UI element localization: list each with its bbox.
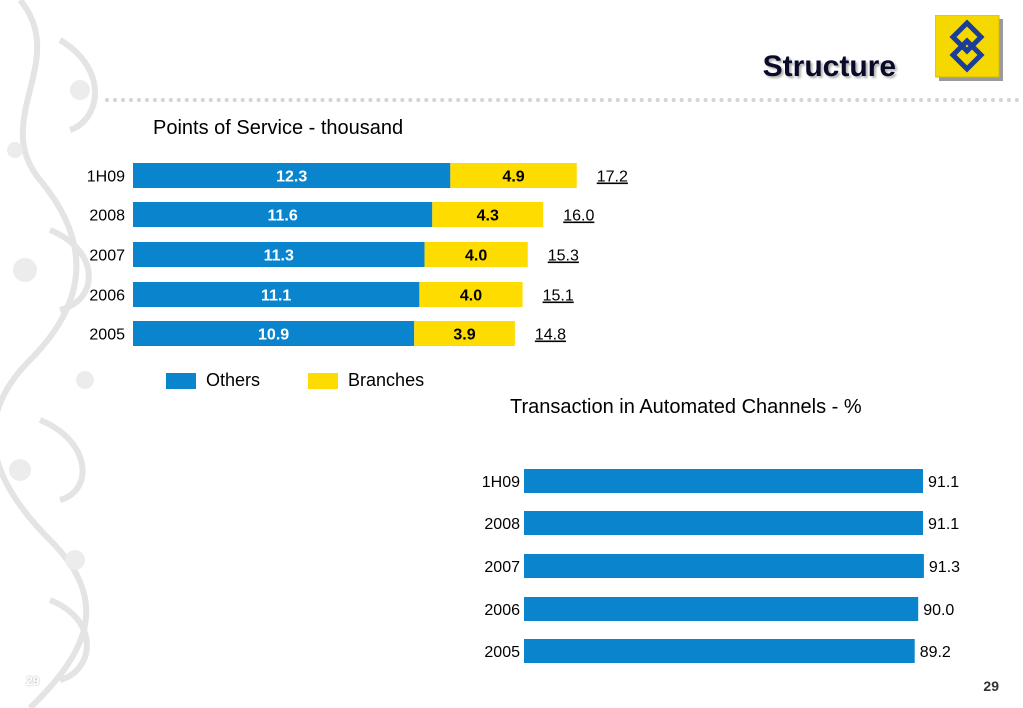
category-label: 2005: [484, 644, 520, 661]
page-number-watermark: 29: [26, 674, 40, 688]
bar-automated: [524, 597, 919, 621]
category-label: 2006: [484, 602, 520, 619]
legend-label-branches: Branches: [348, 370, 425, 390]
category-label: 2008: [89, 208, 125, 225]
floral-ornament: [0, 0, 98, 708]
data-label: 4.0: [465, 248, 487, 265]
category-label: 2007: [89, 248, 125, 265]
bar-branches: [424, 242, 528, 267]
bar-others: [133, 321, 415, 346]
data-label: 91.1: [928, 516, 959, 533]
bar-others: [133, 282, 420, 307]
category-label: 1H09: [482, 474, 520, 491]
legend-swatch-others: [166, 372, 196, 389]
bar-automated: [524, 554, 924, 578]
bar-branches: [432, 202, 544, 227]
chart2-title: Transaction in Automated Channels - %: [510, 396, 862, 418]
bar-automated: [524, 469, 924, 493]
total-label: 16.0: [563, 208, 594, 225]
data-label: 91.3: [929, 559, 960, 576]
data-label: 91.1: [928, 474, 959, 491]
data-label: 4.3: [477, 208, 499, 225]
total-label: 17.2: [597, 169, 628, 186]
bar-automated: [524, 639, 915, 663]
data-label: 3.9: [453, 327, 475, 344]
bar-others: [133, 163, 451, 188]
legend-swatch-branches: [308, 372, 339, 389]
bar-branches: [450, 163, 577, 188]
category-label: 2006: [89, 288, 125, 305]
bar-branches: [419, 282, 523, 307]
bar-others: [133, 202, 433, 227]
legend-label-others: Others: [206, 370, 261, 390]
chart1-title: Points of Service - thousand: [153, 117, 404, 139]
category-label: 1H09: [87, 169, 125, 186]
data-label: 90.0: [923, 602, 954, 619]
legend: Others Branches: [166, 370, 424, 391]
category-label: 2005: [89, 327, 125, 344]
data-label: 4.9: [502, 169, 524, 186]
bar-others: [133, 242, 425, 267]
total-label: 15.1: [543, 288, 574, 305]
bar-branches: [414, 321, 515, 346]
total-label: 14.8: [535, 327, 566, 344]
bar-automated: [524, 511, 924, 535]
page-number: 29: [983, 678, 999, 694]
data-label: 10.9: [258, 327, 289, 344]
data-label: 11.1: [261, 288, 291, 305]
category-label: 2007: [484, 559, 520, 576]
banco-do-brasil-logo-icon: [935, 15, 1003, 81]
data-label: 89.2: [920, 644, 951, 661]
data-label: 12.3: [276, 169, 307, 186]
page-title: Structure: [762, 50, 896, 83]
data-label: 11.6: [268, 208, 298, 225]
header-divider: [105, 98, 1020, 102]
data-label: 4.0: [460, 288, 482, 305]
category-label: 2008: [484, 516, 520, 533]
data-label: 11.3: [264, 248, 294, 265]
total-label: 15.3: [548, 248, 579, 265]
